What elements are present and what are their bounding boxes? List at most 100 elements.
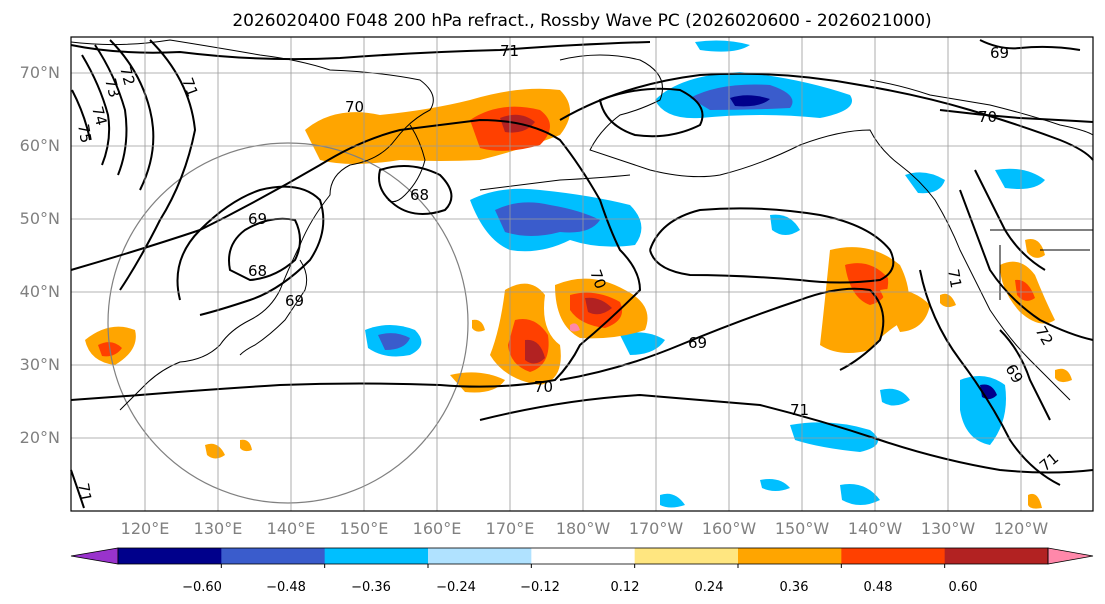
pos-region-midpac-peak — [570, 323, 580, 332]
clabel-71-f: 71 — [74, 482, 95, 504]
contour-73-se — [974, 169, 1046, 271]
lat-label-60n: 60°N — [20, 136, 60, 155]
contour-69-south — [559, 287, 885, 381]
shading-layer — [85, 40, 1072, 509]
neg-region-s2 — [620, 332, 665, 355]
range-ring — [107, 142, 469, 504]
clabel-68-a: 68 — [248, 262, 267, 280]
colorbar-segment — [531, 548, 636, 564]
clabel-73: 73 — [101, 76, 123, 99]
lat-label-40n: 40°N — [20, 282, 60, 301]
coastlines — [70, 39, 1094, 411]
clabel-75: 75 — [74, 123, 95, 145]
contour-69-ne — [979, 39, 1081, 51]
cb-tick-label: 0.24 — [695, 580, 724, 595]
clabel-71-d: 71 — [944, 268, 965, 290]
latitude-labels: 70°N 60°N 50°N 40°N 30°N 20°N — [20, 63, 60, 447]
colorbar-segment — [738, 548, 842, 564]
pos-region-ne-pacific-core — [845, 263, 889, 305]
contour-70-main — [70, 118, 642, 401]
colorbar-segment — [221, 548, 326, 564]
colorbar-segment — [841, 548, 946, 564]
contours — [70, 39, 1094, 509]
contour-71-north — [70, 41, 651, 61]
contour-69-inner — [176, 185, 325, 316]
coast-canada — [869, 79, 1094, 136]
coast-us-border — [990, 229, 1093, 300]
lon-label-160w: 160°W — [702, 519, 757, 538]
cb-tick-label: 0.36 — [780, 580, 809, 595]
lon-label-120e: 120°E — [121, 519, 170, 538]
cb-tick-label: 0.48 — [864, 580, 893, 595]
colorbar-segments — [70, 547, 1094, 568]
clabel-70-c: 70 — [534, 378, 553, 396]
neg-region-s4 — [660, 493, 685, 508]
colorbar: −0.60 −0.48 −0.36 −0.24 −0.12 0.12 0.24 … — [70, 547, 1094, 595]
lat-label-20n: 20°N — [20, 428, 60, 447]
lon-label-130w: 130°W — [921, 519, 976, 538]
neg-region-s6 — [770, 214, 800, 235]
clabel-70-d: 70 — [978, 108, 997, 126]
clabel-72: 72 — [116, 64, 138, 87]
clabel-71-a: 71 — [500, 42, 519, 60]
colorbar-segment — [118, 548, 222, 564]
cb-tick-label: 0.60 — [949, 580, 978, 595]
lon-label-170w: 170°W — [629, 519, 684, 538]
clabel-69-b: 69 — [285, 292, 304, 310]
colorbar-extend-high — [1047, 547, 1094, 565]
coast-asia — [70, 39, 434, 411]
cb-tick-label: −0.60 — [182, 580, 222, 595]
map-background — [71, 37, 1093, 511]
lon-label-150e: 150°E — [340, 519, 389, 538]
colorbar-frame — [117, 547, 1049, 565]
lon-label-170e: 170°E — [486, 519, 535, 538]
contour-69-loop — [649, 207, 895, 284]
contour-68 — [228, 217, 301, 282]
neg-region-ne2 — [995, 168, 1045, 189]
neg-region-s8 — [760, 479, 790, 491]
lon-label-130e: 130°E — [194, 519, 243, 538]
pos-region-small3 — [472, 319, 485, 332]
contour-71-sw — [70, 469, 85, 509]
pos-region-midpac-core2 — [585, 297, 612, 315]
neg-region-s5 — [880, 388, 910, 406]
lat-label-30n: 30°N — [20, 355, 60, 374]
lon-label-150w: 150°W — [775, 519, 830, 538]
cb-tick-label: −0.24 — [436, 580, 476, 595]
clabel-71-c: 71 — [178, 75, 201, 99]
colorbar-ticks: −0.60 −0.48 −0.36 −0.24 −0.12 0.12 0.24 … — [182, 580, 977, 595]
clabel-71-b: 71 — [790, 401, 809, 419]
clabel-69-a: 69 — [248, 210, 267, 228]
clabel-68-b: 68 — [410, 186, 429, 204]
contour-74 — [81, 54, 111, 166]
lat-label-70n: 70°N — [20, 63, 60, 82]
contour-71-west — [119, 39, 197, 291]
pos-region-small5 — [1028, 493, 1042, 509]
colorbar-segment — [324, 548, 429, 564]
lon-label-120w: 120°W — [994, 519, 1049, 538]
cb-tick-label: −0.36 — [351, 580, 391, 595]
cb-tick-label: 0.12 — [611, 580, 640, 595]
clabel-74: 74 — [88, 104, 110, 127]
contour-73 — [94, 44, 128, 176]
contour-71-alaska — [598, 87, 704, 138]
colorbar-extend-low — [70, 547, 119, 565]
contour-71-se — [919, 269, 1061, 486]
coast-aleutians — [479, 174, 631, 191]
map-frame — [70, 36, 1094, 512]
pos-region-uswest-2 — [1025, 239, 1045, 258]
figure-title: 2026020400 F048 200 hPa refract., Rossby… — [232, 11, 931, 31]
clabel-69-e: 69 — [990, 44, 1009, 62]
graticule — [71, 37, 1093, 511]
clabel-69-c: 69 — [688, 334, 707, 352]
clabel-70-a: 70 — [345, 98, 364, 116]
colorbar-segment — [428, 548, 532, 564]
lon-label-160e: 160°E — [413, 519, 462, 538]
contour-70-alaska — [559, 72, 1094, 161]
pos-region-small2 — [240, 439, 252, 452]
lon-label-140e: 140°E — [267, 519, 316, 538]
neg-region-midpacific-core — [378, 333, 410, 350]
colorbar-segment — [944, 548, 1049, 564]
lon-label-180w: 180°W — [556, 519, 611, 538]
